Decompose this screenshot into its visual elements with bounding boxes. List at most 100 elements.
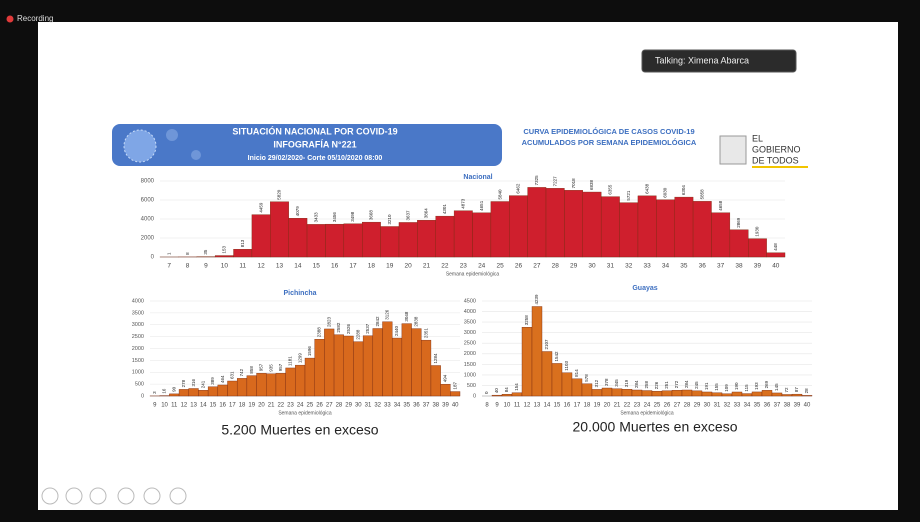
bar — [527, 187, 547, 258]
next-button[interactable] — [65, 487, 83, 505]
y-tick-label: 3000 — [132, 322, 144, 328]
data-label: 858 — [249, 366, 254, 374]
data-label: 245 — [694, 381, 699, 389]
zoom-button[interactable] — [143, 487, 161, 505]
data-label: 389 — [210, 377, 215, 385]
data-label: 6462 — [516, 183, 521, 194]
y-tick-label: 4000 — [464, 309, 476, 315]
pen-button[interactable] — [89, 487, 107, 505]
data-label: 284 — [634, 380, 639, 388]
data-label: 7227 — [552, 176, 557, 187]
x-tick-label: 16 — [564, 403, 571, 409]
record-dot — [6, 15, 14, 23]
caption: 5.200 Muertes en exceso — [221, 422, 378, 438]
x-tick-label: 27 — [674, 403, 681, 409]
x-tick-label: 23 — [287, 403, 294, 409]
data-label: 2526 — [346, 323, 351, 334]
data-label: 191 — [704, 382, 709, 390]
data-label: 316 — [191, 378, 196, 386]
data-label: 1284 — [433, 353, 438, 364]
data-label: 3048 — [404, 311, 409, 322]
data-label: 272 — [674, 380, 679, 388]
y-tick-label: 2000 — [141, 236, 155, 242]
data-label: 5721 — [626, 190, 631, 201]
data-label: 1181 — [288, 356, 293, 366]
bar — [325, 223, 345, 258]
x-axis-title: Semana epidemiológica — [446, 271, 500, 277]
x-tick-label: 33 — [384, 403, 391, 409]
data-label: 464 — [220, 375, 225, 383]
bar — [781, 394, 793, 397]
x-tick-label: 38 — [784, 403, 791, 409]
bar — [188, 388, 199, 397]
bar — [421, 339, 432, 397]
bar — [741, 393, 753, 397]
bar — [661, 390, 673, 397]
data-label: 28 — [804, 388, 809, 394]
more-button[interactable] — [169, 487, 187, 505]
speaker-badge — [641, 49, 797, 73]
bar — [490, 201, 510, 258]
slides-button[interactable] — [117, 487, 135, 505]
bar — [275, 373, 286, 397]
data-label: 578 — [584, 374, 589, 382]
data-label: 251 — [664, 381, 669, 389]
data-label: 2838 — [414, 316, 419, 327]
y-tick-label: 4000 — [141, 217, 155, 223]
data-label: 2582 — [336, 322, 341, 333]
bar — [751, 391, 763, 397]
x-tick-label: 32 — [374, 403, 381, 409]
data-label: 319 — [624, 379, 629, 387]
x-tick-label: 12 — [181, 403, 188, 409]
x-tick-label: 10 — [504, 403, 511, 409]
bar — [382, 321, 393, 397]
y-tick-label: 500 — [467, 383, 476, 389]
y-tick-label: 2500 — [464, 341, 476, 347]
x-tick-label: 37 — [717, 263, 725, 270]
bar — [362, 335, 374, 397]
data-label: 4239 — [534, 294, 539, 305]
bar — [246, 375, 257, 397]
data-label: 1 — [166, 252, 171, 255]
x-tick-label: 39 — [442, 403, 449, 409]
bar — [333, 334, 344, 397]
x-tick-label: 16 — [219, 403, 226, 409]
data-label: 494 — [443, 374, 448, 382]
data-label: 154 — [514, 383, 519, 391]
toolbar — [41, 487, 187, 505]
bar — [748, 238, 767, 258]
data-label: 742 — [239, 368, 244, 376]
curve-title: CURVA EPIDEMIOLÓGICA DE CASOS COVID-19 — [523, 127, 694, 136]
y-tick-label: 4000 — [132, 298, 144, 304]
bar — [401, 323, 412, 397]
data-label: 2823 — [326, 316, 331, 327]
data-label: 109 — [724, 384, 729, 392]
bar — [766, 252, 786, 258]
x-tick-label: 28 — [336, 403, 343, 409]
data-label: 87 — [794, 387, 799, 393]
x-tick-label: 9 — [204, 263, 208, 270]
bar — [641, 390, 653, 397]
data-label: 258 — [644, 381, 649, 389]
prev-button[interactable] — [41, 487, 59, 505]
bar — [285, 367, 296, 397]
x-tick-label: 13 — [190, 403, 197, 409]
header-period: Inicio 29/02/2020- Corte 05/10/2020 08:0… — [248, 155, 383, 162]
data-label: 4651 — [479, 200, 484, 211]
x-tick-label: 18 — [584, 403, 591, 409]
bar — [729, 229, 749, 258]
bar — [561, 372, 573, 397]
x-tick-label: 29 — [345, 403, 352, 409]
data-label: 1299 — [297, 353, 302, 364]
data-label: 3456 — [332, 212, 337, 223]
bar — [681, 389, 693, 397]
bar — [711, 212, 731, 258]
x-tick-label: 37 — [423, 403, 430, 409]
bar — [600, 196, 620, 258]
bar — [581, 383, 593, 397]
bar — [324, 328, 335, 397]
bar — [511, 392, 523, 397]
x-tick-label: 17 — [349, 263, 357, 270]
x-tick-label: 35 — [403, 403, 410, 409]
bar — [314, 339, 325, 397]
